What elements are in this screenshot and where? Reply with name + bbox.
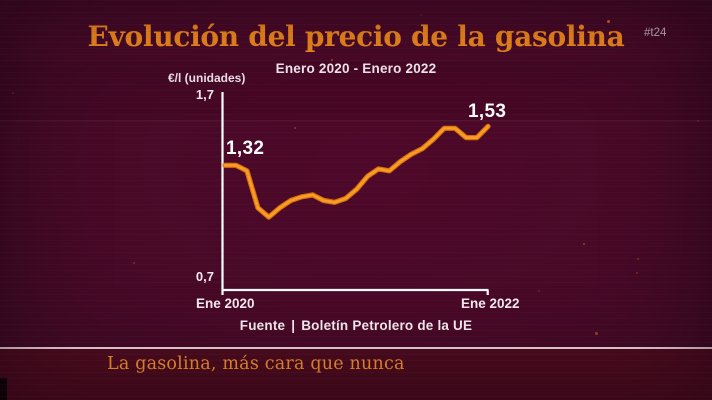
y-tick-label-bottom: 0,7 (195, 269, 214, 284)
y-axis-unit-label: €/l (unidades) (168, 71, 246, 85)
price-line-stroke (222, 123, 491, 220)
start-value-label: 1,32 (226, 138, 265, 159)
x-tick-label-end: Ene 2022 (461, 296, 520, 311)
corner-notch (0, 378, 7, 400)
headline-text: La gasolina, más cara que nunca (107, 354, 405, 374)
source-line: Fuente | Boletín Petrolero de la UE (0, 318, 712, 333)
y-tick-label-top: 1,7 (195, 87, 214, 102)
banner-divider-line (0, 347, 712, 349)
source-separator: | (291, 318, 296, 333)
lower-third-banner: La gasolina, más cara que nunca (0, 349, 712, 400)
source-prefix: Fuente (239, 318, 286, 333)
source-text: Boletín Petrolero de la UE (301, 318, 473, 333)
chart-subtitle: Enero 2020 - Enero 2022 (275, 61, 437, 76)
end-value-label: 1,53 (468, 101, 507, 122)
x-axis (221, 288, 489, 295)
page-title: Evolución del precio de la gasolina (87, 20, 625, 53)
channel-hashtag: #t24 (644, 27, 667, 39)
x-tick-label-start: Ene 2020 (196, 296, 255, 311)
price-line-stroke (223, 124, 490, 219)
